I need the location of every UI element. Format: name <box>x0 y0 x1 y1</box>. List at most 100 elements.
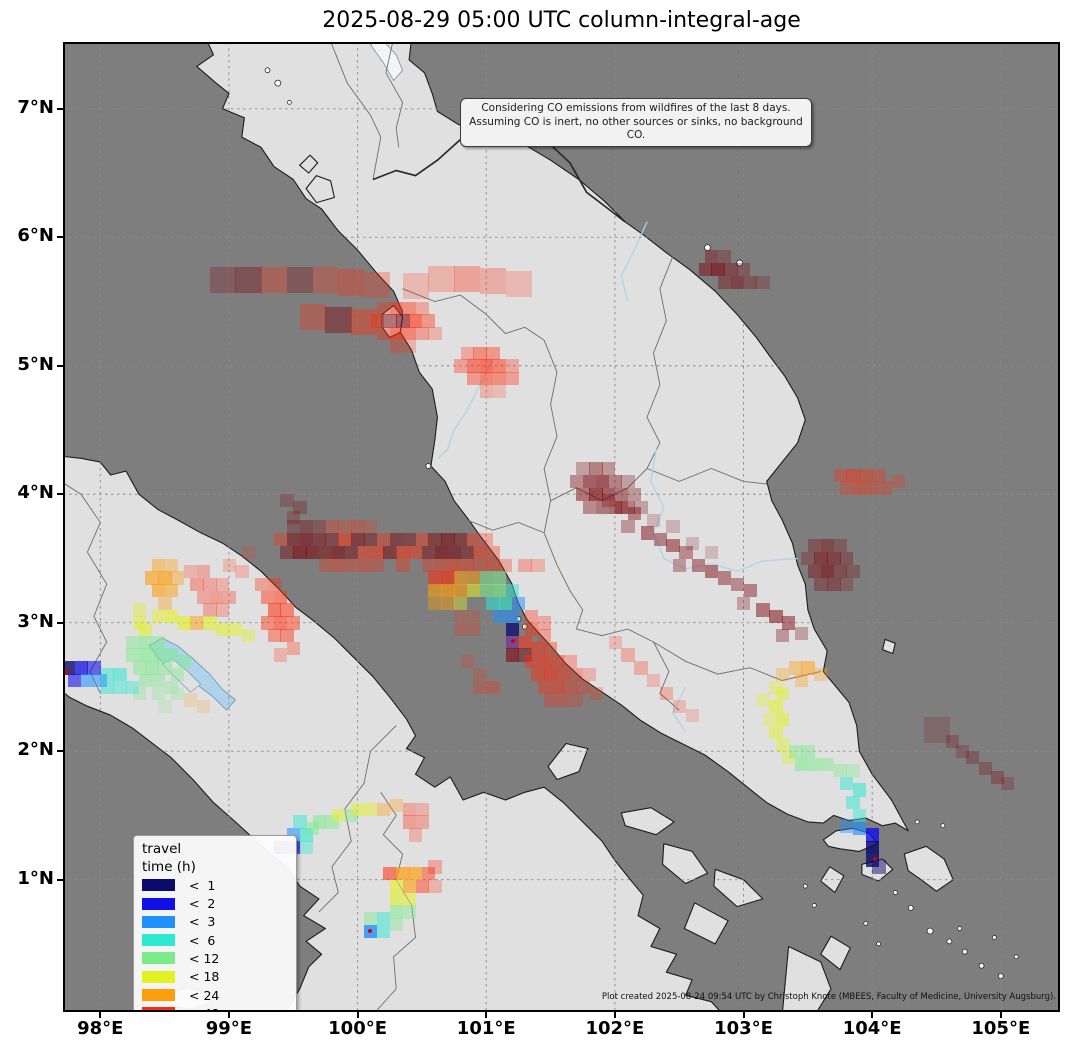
heat-cell <box>280 545 294 559</box>
heat-cell <box>261 266 288 293</box>
y-tick-mark <box>57 107 63 110</box>
heat-cell <box>447 558 461 572</box>
x-tick-mark <box>99 1012 102 1018</box>
legend-item-label: < 18 <box>189 969 220 985</box>
state-border <box>543 532 584 630</box>
legend-swatch <box>142 934 175 947</box>
heat-cell <box>486 545 500 559</box>
heat-cell <box>492 571 507 585</box>
heat-cell <box>209 590 224 604</box>
heat-cell <box>428 860 442 874</box>
x-tick-mark <box>613 1012 616 1018</box>
heat-cell <box>859 468 873 482</box>
heat-cell <box>319 558 333 572</box>
heat-cell <box>280 603 294 617</box>
heat-cell <box>299 532 314 547</box>
heat-cell <box>550 680 564 694</box>
heat-cell <box>782 616 796 630</box>
legend-item: < 12 <box>142 949 296 967</box>
heat-cell <box>402 301 416 315</box>
heat-cell <box>441 571 455 585</box>
legend-items: < 1< 2< 3< 6< 12< 18< 24< 48< 72 <box>142 876 296 1012</box>
heat-cell <box>704 250 719 264</box>
heat-cell <box>389 905 404 919</box>
heat-cell <box>621 500 635 514</box>
heat-cell <box>878 481 892 495</box>
heat-cell <box>865 481 880 495</box>
heat-cell <box>979 761 993 775</box>
state-border <box>646 468 767 485</box>
heat-cell <box>492 584 507 598</box>
y-tick-label: 6°N <box>17 225 54 247</box>
heat-cell <box>756 275 770 290</box>
heat-cell <box>775 712 790 726</box>
heat-cell <box>473 667 487 681</box>
heat-cell <box>518 635 532 649</box>
heat-cell <box>151 635 166 649</box>
heat-cell <box>582 500 597 514</box>
heat-cell <box>827 577 841 591</box>
heat-cell <box>151 584 166 598</box>
heat-cell <box>692 558 706 572</box>
y-tick-mark <box>57 236 63 239</box>
attribution-text: Plot created 2025-08-24 09:54 UTC by Chr… <box>601 992 1056 1002</box>
annotation-line-1: Considering CO emissions from wildfires … <box>481 102 791 114</box>
heat-cell <box>602 487 616 502</box>
heat-cell <box>351 532 365 547</box>
heat-cell <box>415 327 429 341</box>
heat-cell <box>531 667 545 681</box>
islet <box>802 883 808 889</box>
heat-cell <box>833 468 847 482</box>
heat-cell <box>428 265 455 292</box>
heat-cell <box>608 500 622 514</box>
heat-cell <box>833 564 847 579</box>
heat-cell <box>524 654 539 669</box>
heat-cell <box>113 667 127 681</box>
heat-cell <box>945 734 959 748</box>
heat-cell <box>466 622 481 636</box>
heat-cell <box>312 266 339 293</box>
heat-cell <box>421 558 436 572</box>
heat-cell <box>306 545 320 559</box>
heat-cell <box>505 648 519 662</box>
heat-cell <box>602 462 616 476</box>
heat-cell <box>267 603 281 617</box>
heat-cell <box>846 764 860 778</box>
heat-cell <box>158 571 172 585</box>
state-border <box>385 42 404 148</box>
heat-cell <box>717 571 732 585</box>
heat-cell <box>209 266 236 293</box>
heat-cell <box>743 275 757 290</box>
heat-cell <box>203 577 217 591</box>
legend-item: < 3 <box>142 913 296 931</box>
heat-cell <box>499 558 513 572</box>
heat-cell <box>524 622 539 636</box>
heat-cell <box>229 622 243 636</box>
y-tick-label: 4°N <box>17 482 54 504</box>
heat-cell <box>331 545 346 559</box>
heat-cell <box>653 532 667 547</box>
heat-cell <box>531 558 545 572</box>
legend-item: < 6 <box>142 931 296 949</box>
heat-cell <box>151 687 166 701</box>
heat-cell <box>679 545 693 559</box>
heat-cell <box>563 654 577 669</box>
heat-cell <box>299 519 314 534</box>
heat-cell <box>923 716 950 743</box>
legend-item-label: < 3 <box>189 914 216 930</box>
heat-cell <box>479 571 494 585</box>
heat-cell <box>840 776 854 791</box>
heat-cell <box>505 359 519 373</box>
x-tick-mark <box>999 1012 1002 1018</box>
heat-cell <box>627 487 642 502</box>
heat-cell <box>364 519 378 534</box>
heat-cell <box>190 616 204 630</box>
heat-cell <box>402 532 416 547</box>
heat-cell <box>840 481 854 495</box>
fire-marker <box>872 857 877 862</box>
heat-cell <box>177 616 191 630</box>
heat-cell <box>454 597 468 611</box>
islet <box>892 890 898 895</box>
heat-cell <box>325 532 339 547</box>
heat-cell <box>460 558 474 572</box>
